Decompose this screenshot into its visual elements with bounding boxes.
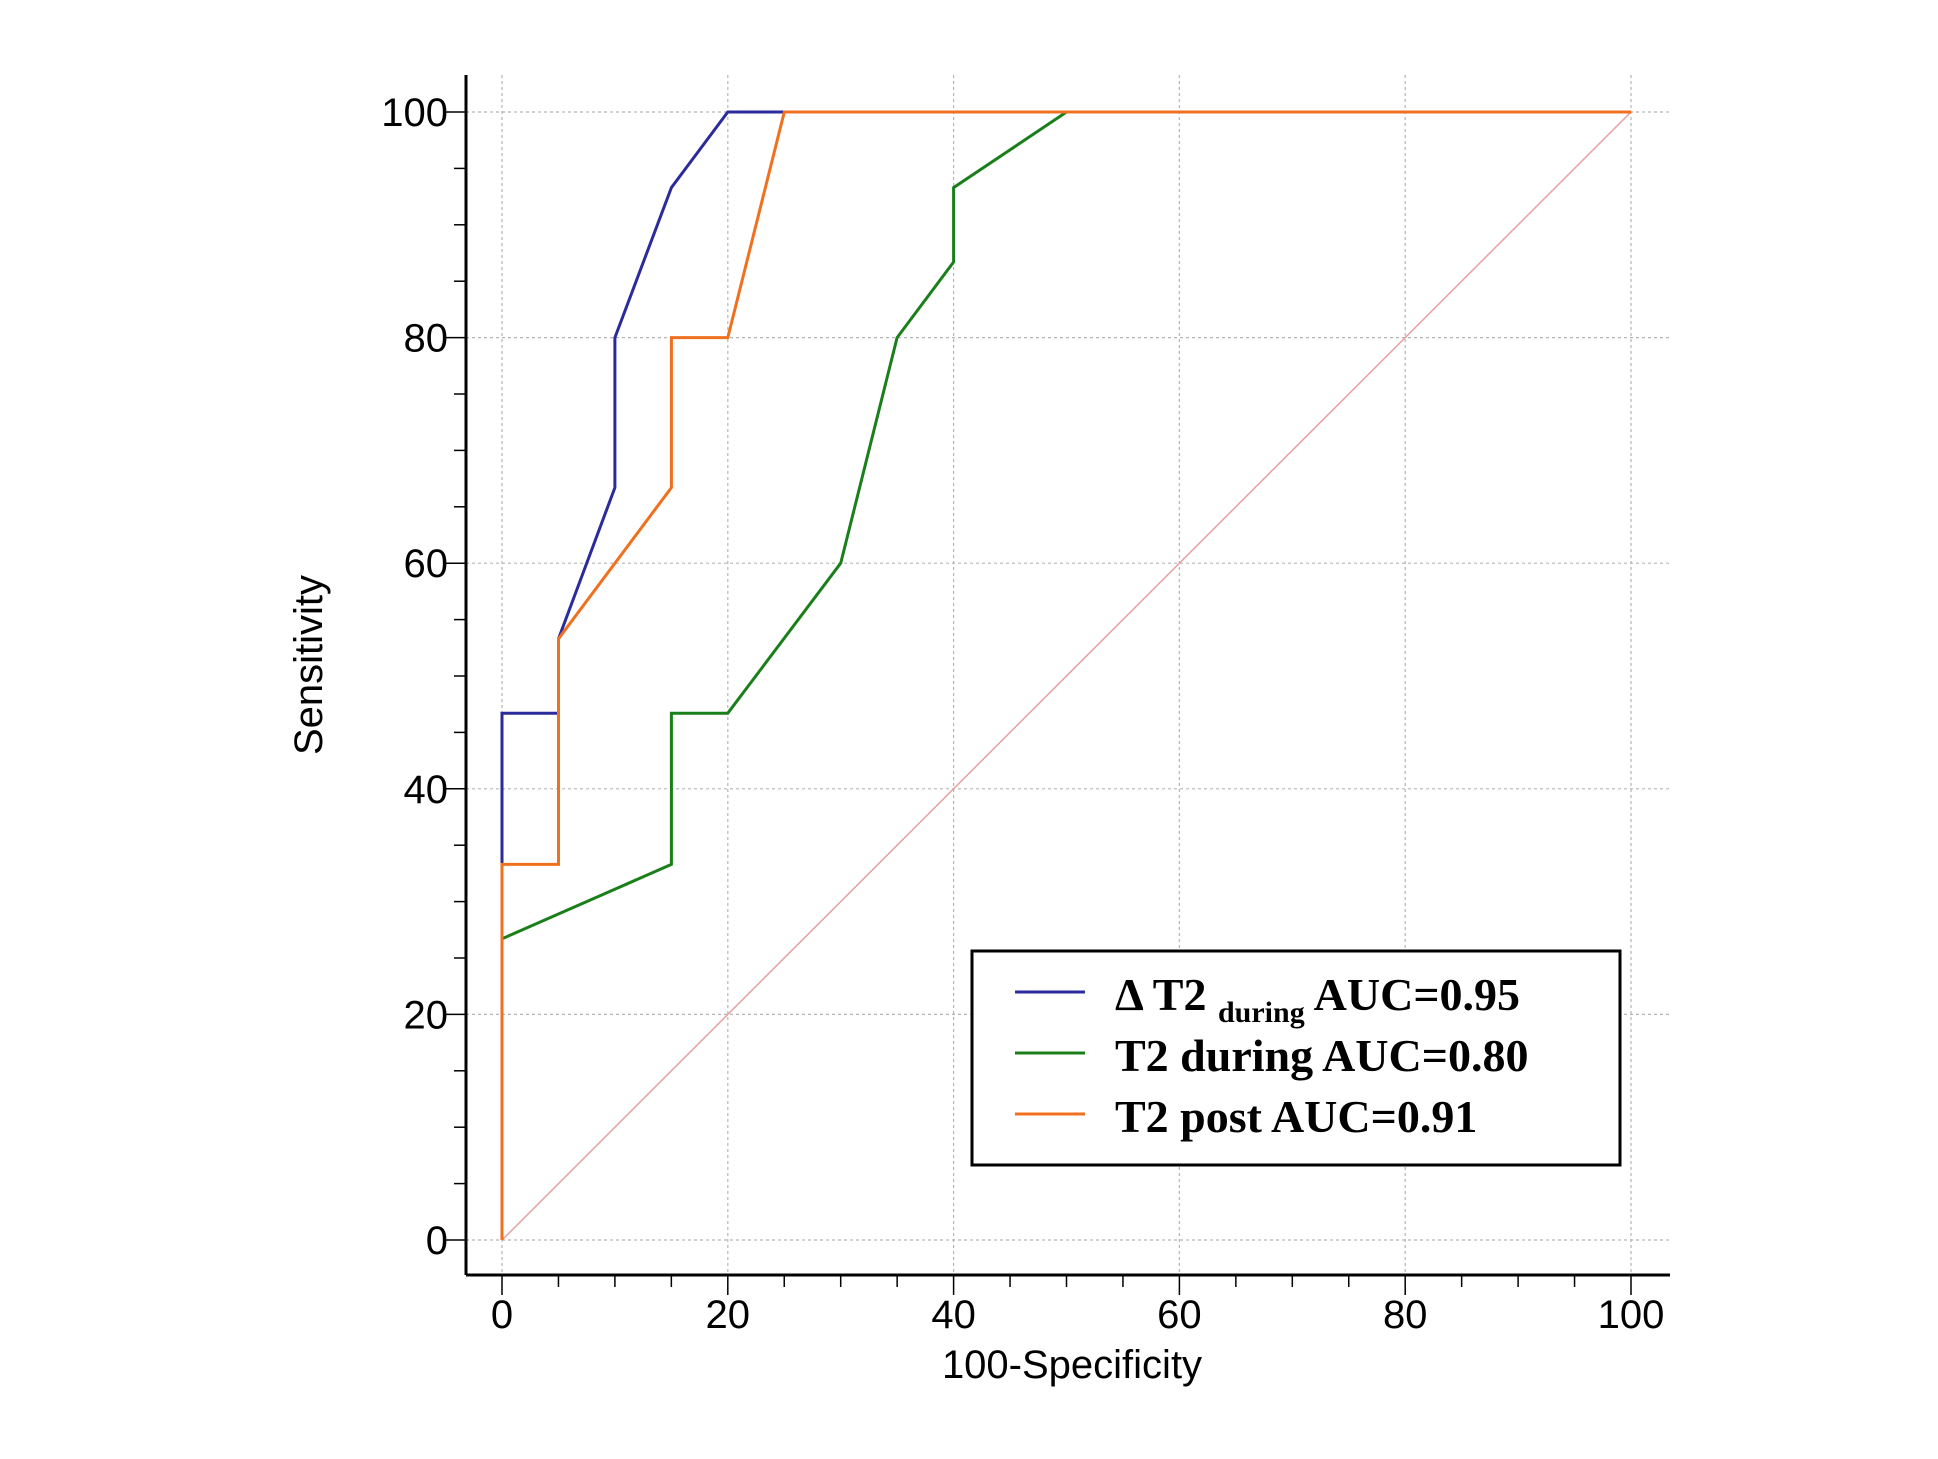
x-tick-label: 60 (1157, 1293, 1202, 1337)
y-tick-label: 100 (381, 91, 448, 135)
y-tick-label: 80 (404, 317, 449, 361)
x-axis-title: 100-Specificity (942, 1343, 1202, 1387)
y-tick-label: 40 (404, 768, 449, 812)
series-line-3 (500, 110, 1631, 1240)
legend-label-main: T2 during AUC=0.80 (1115, 1030, 1528, 1081)
x-tick-label: 20 (706, 1293, 751, 1337)
x-tick-label: 80 (1383, 1293, 1428, 1337)
y-axis-title: Sensitivity (287, 575, 331, 755)
legend-label-main: Δ T2 (1115, 969, 1218, 1020)
legend-label-3: T2 post AUC=0.91 (1115, 1091, 1477, 1142)
legend-label-2: T2 during AUC=0.80 (1115, 1030, 1528, 1081)
series-line-1 (500, 110, 1631, 1240)
y-tick-label: 20 (404, 993, 449, 1037)
y-tick-label: 0 (426, 1219, 448, 1263)
reference-line-layer (501, 111, 1632, 1241)
series-layer (500, 110, 1631, 1240)
x-tick-label: 100 (1598, 1293, 1665, 1337)
legend-label-subscript: during (1218, 996, 1305, 1029)
x-tick-label: 0 (491, 1293, 513, 1337)
legend-box (970, 949, 1622, 1167)
legend-label-main: T2 post AUC=0.91 (1115, 1091, 1477, 1142)
legend-label-rest: AUC=0.95 (1305, 969, 1520, 1020)
legend-label-1: Δ T2 during AUC=0.95 (1115, 969, 1520, 1029)
reference-diagonal-line (501, 111, 1632, 1241)
y-tick-label: 60 (404, 542, 449, 586)
series-line-2 (500, 110, 1631, 1240)
axis-layer: 0 20 40 60 80 100 0 20 40 60 80 100 (381, 75, 1670, 1337)
x-tick-label: 40 (931, 1293, 976, 1337)
